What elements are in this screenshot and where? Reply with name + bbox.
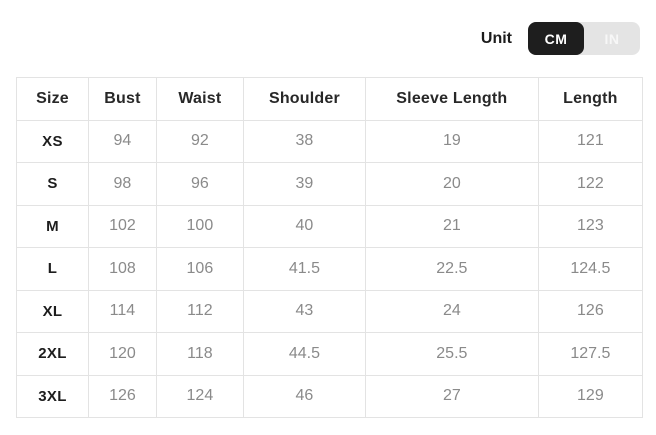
column-header-waist: Waist [155, 77, 244, 121]
table-row: 3XL 126 124 46 27 129 [16, 374, 644, 418]
value-cell: 124.5 [537, 247, 644, 291]
value-cell: 27 [364, 374, 539, 418]
table-row: XS 94 92 38 19 121 [16, 119, 644, 163]
column-header-sleeve-length: Sleeve Length [364, 77, 539, 121]
value-cell: 100 [155, 204, 244, 248]
value-cell: 114 [87, 289, 157, 333]
size-chart: Size Bust Waist Shoulder Sleeve Length L… [16, 77, 644, 418]
value-cell: 124 [155, 374, 244, 418]
value-cell: 92 [155, 119, 244, 163]
value-cell: 21 [364, 204, 539, 248]
size-cell: L [16, 247, 89, 291]
value-cell: 46 [242, 374, 366, 418]
value-cell: 122 [537, 162, 644, 206]
value-cell: 106 [155, 247, 244, 291]
value-cell: 94 [87, 119, 157, 163]
value-cell: 19 [364, 119, 539, 163]
table-row: 2XL 120 118 44.5 25.5 127.5 [16, 332, 644, 376]
value-cell: 44.5 [242, 332, 366, 376]
column-header-bust: Bust [87, 77, 157, 121]
value-cell: 123 [537, 204, 644, 248]
unit-toggle-bar: Unit CM IN [0, 0, 656, 55]
value-cell: 121 [537, 119, 644, 163]
value-cell: 118 [155, 332, 244, 376]
value-cell: 38 [242, 119, 366, 163]
table-header-row: Size Bust Waist Shoulder Sleeve Length L… [16, 77, 644, 121]
value-cell: 39 [242, 162, 366, 206]
size-cell: XL [16, 289, 89, 333]
column-header-size: Size [16, 77, 89, 121]
value-cell: 20 [364, 162, 539, 206]
value-cell: 112 [155, 289, 244, 333]
unit-label: Unit [480, 29, 512, 47]
table-row: L 108 106 41.5 22.5 124.5 [16, 247, 644, 291]
value-cell: 129 [537, 374, 644, 418]
value-cell: 126 [537, 289, 644, 333]
value-cell: 40 [242, 204, 366, 248]
value-cell: 102 [87, 204, 157, 248]
unit-toggle-in[interactable]: IN [584, 22, 640, 55]
column-header-length: Length [537, 77, 644, 121]
column-header-shoulder: Shoulder [242, 77, 366, 121]
value-cell: 108 [87, 247, 157, 291]
table-row: M 102 100 40 21 123 [16, 204, 644, 248]
value-cell: 25.5 [364, 332, 539, 376]
size-cell: XS [16, 119, 89, 163]
value-cell: 120 [87, 332, 157, 376]
table-row: XL 114 112 43 24 126 [16, 289, 644, 333]
value-cell: 24 [364, 289, 539, 333]
unit-toggle: CM IN [528, 22, 640, 55]
value-cell: 127.5 [537, 332, 644, 376]
value-cell: 126 [87, 374, 157, 418]
size-cell: 3XL [16, 374, 89, 418]
size-chart-table: Size Bust Waist Shoulder Sleeve Length L… [16, 77, 644, 418]
unit-toggle-cm[interactable]: CM [528, 22, 584, 55]
value-cell: 43 [242, 289, 366, 333]
value-cell: 22.5 [364, 247, 539, 291]
size-cell: 2XL [16, 332, 89, 376]
value-cell: 96 [155, 162, 244, 206]
size-cell: M [16, 204, 89, 248]
table-row: S 98 96 39 20 122 [16, 162, 644, 206]
value-cell: 98 [87, 162, 157, 206]
size-cell: S [16, 162, 89, 206]
value-cell: 41.5 [242, 247, 366, 291]
